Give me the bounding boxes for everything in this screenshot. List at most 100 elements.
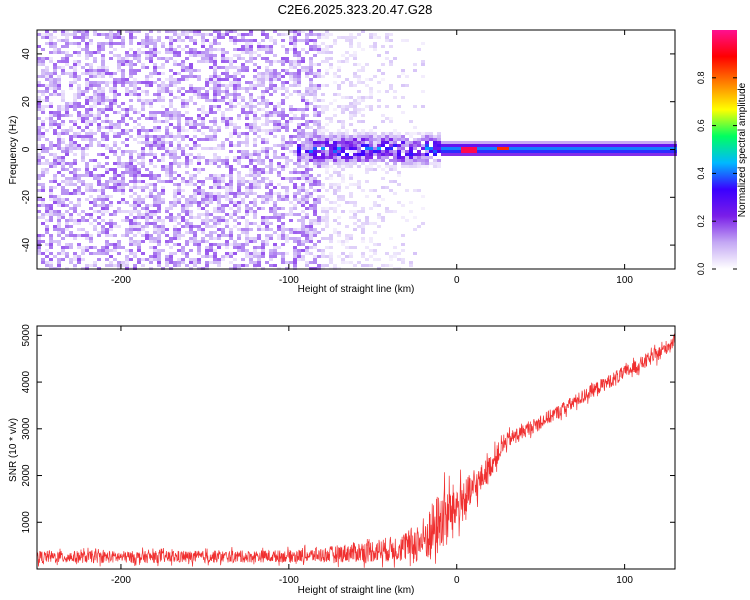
spectrogram-cell [433, 165, 437, 168]
spectrogram-cell [73, 72, 77, 75]
spectrogram-cell [225, 162, 229, 165]
spectrogram-cell [389, 117, 393, 120]
spectrogram-cell [413, 105, 417, 108]
spectrogram-cell [229, 150, 233, 153]
spectrogram-cell [85, 219, 89, 222]
spectrogram-cell [253, 150, 257, 153]
spectrogram-cell [73, 30, 77, 33]
spectrogram-cell [653, 153, 657, 156]
spectrogram-cell [321, 210, 325, 213]
spectrogram-cell [69, 201, 73, 204]
spectrogram-cell [441, 147, 445, 150]
spectrogram-cell [433, 147, 437, 150]
spectrogram-cell [77, 105, 81, 108]
spectrogram-cell [385, 33, 389, 36]
spectrogram-cell [273, 120, 277, 123]
spectrogram-cell [377, 99, 381, 102]
spectrogram-cell [213, 159, 217, 162]
spectrogram-cell [305, 213, 309, 216]
spectrogram-cell [49, 219, 53, 222]
spectrogram-cell [309, 180, 313, 183]
spectrogram-cell [301, 186, 305, 189]
spectrogram-cell [341, 111, 345, 114]
spectrogram-cell [77, 111, 81, 114]
spectrogram-cell [65, 132, 69, 135]
spectrogram-cell [149, 48, 153, 51]
spectrogram-cell [393, 156, 397, 159]
spectrogram-cell [209, 66, 213, 69]
spectrogram-cell [305, 207, 309, 210]
spectrogram-cell [41, 186, 45, 189]
spectrogram-cell [49, 252, 53, 255]
spectrogram-cell [161, 84, 165, 87]
spectrogram-cell [373, 252, 377, 255]
spectrogram-cell [209, 57, 213, 60]
spectrogram-cell [205, 126, 209, 129]
spectrogram-cell [41, 75, 45, 78]
spectrogram-cell [137, 195, 141, 198]
spectrogram-cell [245, 111, 249, 114]
spectrogram-cell [85, 78, 89, 81]
spectrogram-cell [113, 258, 117, 261]
spectrogram-cell [101, 135, 105, 138]
spectrogram-cell [361, 231, 365, 234]
spectrogram-cell [197, 75, 201, 78]
spectrogram-cell [225, 90, 229, 93]
spectrogram-cell [89, 66, 93, 69]
spectrogram-cell [49, 258, 53, 261]
spectrogram-cell [345, 105, 349, 108]
spectrogram-cell [125, 114, 129, 117]
spectrogram-cell [177, 117, 181, 120]
spectrogram-cell [513, 147, 517, 150]
spectrogram-cell [661, 147, 665, 150]
spectrogram-cell [185, 144, 189, 147]
spectrogram-cell [61, 159, 65, 162]
spectrogram-cell [57, 216, 61, 219]
spectrogram-cell [113, 249, 117, 252]
spectrogram-cell [137, 132, 141, 135]
spectrogram-cell [541, 144, 545, 147]
spectrogram-cell [301, 132, 305, 135]
spectrogram-cell [173, 228, 177, 231]
spectrogram-cell [237, 69, 241, 72]
spectrogram-cell [145, 141, 149, 144]
spectrogram-cell [153, 42, 157, 45]
spectrogram-cell [41, 147, 45, 150]
spectrogram-cell [281, 60, 285, 63]
spectrogram-cell [85, 33, 89, 36]
spectrogram-cell [169, 90, 173, 93]
spectrogram-cell [313, 84, 317, 87]
spectrogram-cell [373, 159, 377, 162]
spectrogram-cell [161, 72, 165, 75]
spectrogram-cell [53, 114, 57, 117]
spectrogram-cell [225, 123, 229, 126]
spectrogram-cell [229, 231, 233, 234]
spectrogram-cell [389, 159, 393, 162]
spectrogram-cell [73, 102, 77, 105]
spectrogram-cell [41, 204, 45, 207]
spectrogram-cell [145, 33, 149, 36]
spectrogram-cell [313, 90, 317, 93]
spectrogram-cell [57, 111, 61, 114]
spectrogram-cell [109, 36, 113, 39]
spectrogram-cell [457, 141, 461, 144]
spectrogram-cell [337, 60, 341, 63]
spectrogram-cell [313, 183, 317, 186]
spectrogram-cell [53, 210, 57, 213]
spectrogram-cell [253, 126, 257, 129]
spectrogram-cell [241, 258, 245, 261]
spectrogram-cell [613, 153, 617, 156]
spectrogram-cell [217, 222, 221, 225]
spectrogram-cell [245, 174, 249, 177]
spectrogram-cell [101, 126, 105, 129]
spectrogram-cell [117, 33, 121, 36]
spectrogram-cell [73, 255, 77, 258]
spectrogram-cell [397, 135, 401, 138]
spectrogram-cell [361, 153, 365, 156]
spectrogram-cell [237, 162, 241, 165]
spectrogram-cell [333, 228, 337, 231]
spectrogram-cell [353, 105, 357, 108]
spectrogram-cell [265, 225, 269, 228]
spectrogram-cell [353, 102, 357, 105]
spectrogram-cell [177, 72, 181, 75]
